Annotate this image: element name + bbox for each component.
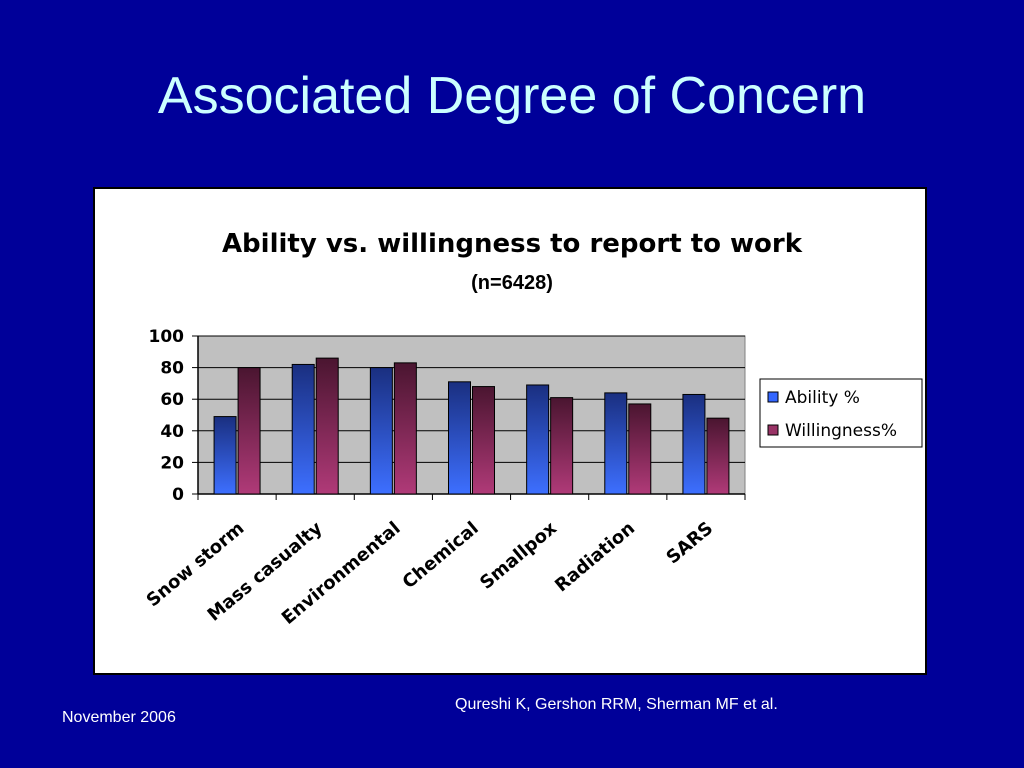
bar-ability	[448, 381, 471, 495]
legend-box	[759, 378, 923, 448]
y-tick-label: 20	[160, 453, 184, 473]
bar-willingness	[628, 403, 652, 495]
x-tick-label: Radiation	[551, 518, 639, 597]
footer-citation: Qureshi K, Gershon RRM, Sherman MF et al…	[455, 696, 778, 713]
slide-title: Associated Degree of Concern	[157, 67, 867, 125]
bar-ability	[291, 363, 315, 495]
bar-willingness	[315, 357, 339, 495]
legend-label: Willingness%	[785, 421, 897, 441]
bar-willingness	[550, 397, 574, 495]
bar-ability	[682, 393, 706, 495]
plot-area	[197, 335, 746, 495]
y-tick-label: 60	[160, 390, 184, 410]
bar-ability	[369, 367, 393, 495]
chart-title: Ability vs. willingness to report to wor…	[221, 229, 803, 259]
bar-ability	[604, 392, 628, 495]
legend-swatch-willingness	[767, 424, 779, 436]
y-tick-label: 100	[149, 327, 185, 347]
x-tick-label: Chemical	[399, 518, 483, 593]
bar-ability	[526, 384, 550, 495]
y-tick-label: 40	[160, 422, 184, 442]
bar-willingness	[472, 386, 495, 495]
x-tick-label: Smallpox	[476, 517, 561, 593]
x-tick-label: SARS	[662, 518, 717, 569]
y-tick-label: 0	[172, 485, 184, 505]
bar-willingness	[706, 417, 730, 495]
bar-ability	[213, 416, 237, 495]
y-tick-label: 80	[160, 359, 184, 379]
bar-willingness	[237, 367, 261, 495]
legend-swatch-ability	[767, 391, 779, 403]
legend-label: Ability %	[785, 388, 860, 408]
footer-date: November 2006	[62, 709, 176, 726]
bar-willingness	[393, 362, 417, 495]
chart-subtitle: (n=6428)	[471, 272, 553, 294]
